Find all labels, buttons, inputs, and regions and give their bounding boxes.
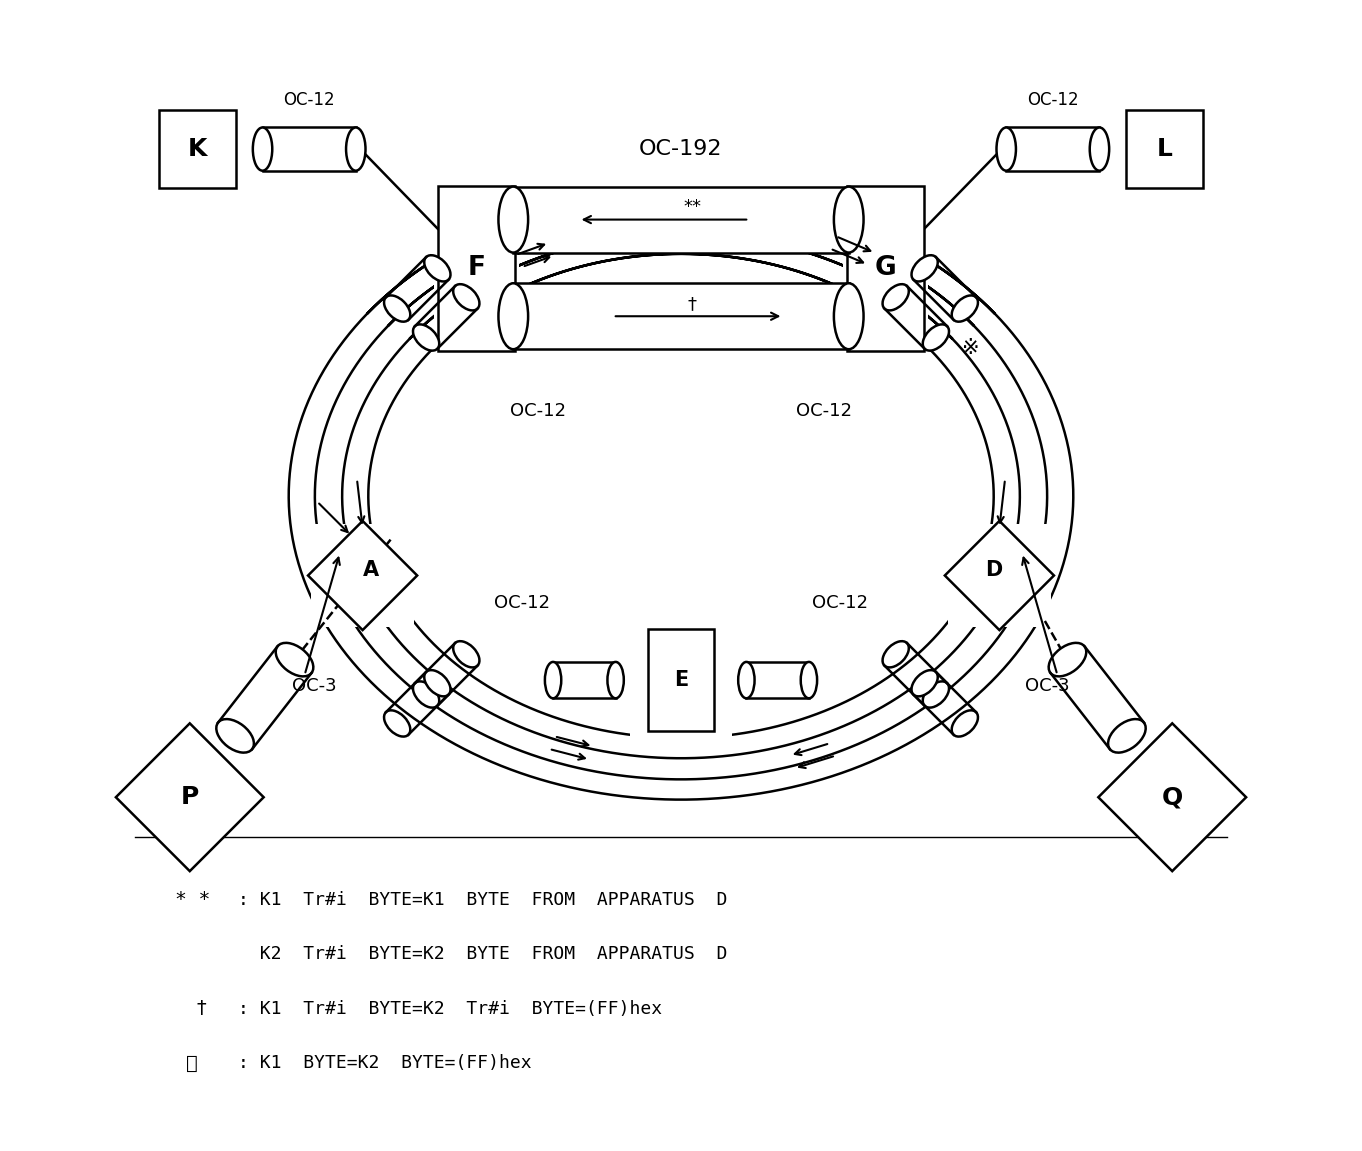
Ellipse shape bbox=[1049, 643, 1087, 677]
Ellipse shape bbox=[801, 662, 817, 699]
Ellipse shape bbox=[738, 662, 755, 699]
Ellipse shape bbox=[217, 719, 253, 753]
Bar bbox=[1007, 128, 1099, 170]
Text: OC-12: OC-12 bbox=[511, 402, 567, 420]
Text: : K1  Tr#i  BYTE=K1  BYTE  FROM  APPARATUS  D: : K1 Tr#i BYTE=K1 BYTE FROM APPARATUS D bbox=[237, 891, 727, 908]
Text: †: † bbox=[688, 295, 697, 313]
Ellipse shape bbox=[834, 283, 864, 349]
Text: Q: Q bbox=[1162, 785, 1182, 809]
Ellipse shape bbox=[607, 662, 624, 699]
Ellipse shape bbox=[413, 681, 439, 708]
Bar bbox=[513, 186, 849, 252]
Text: L: L bbox=[1156, 137, 1173, 161]
Bar bbox=[948, 525, 1050, 626]
Text: OC-3: OC-3 bbox=[291, 677, 336, 695]
Ellipse shape bbox=[923, 325, 949, 351]
Text: * *: * * bbox=[174, 890, 210, 909]
Text: G: G bbox=[874, 256, 896, 282]
Ellipse shape bbox=[454, 284, 479, 311]
Text: : K1  Tr#i  BYTE=K2  Tr#i  BYTE=(FF)hex: : K1 Tr#i BYTE=K2 Tr#i BYTE=(FF)hex bbox=[237, 1000, 662, 1017]
Text: OC-12: OC-12 bbox=[494, 594, 550, 612]
Ellipse shape bbox=[253, 128, 272, 170]
Ellipse shape bbox=[834, 186, 864, 252]
Text: A: A bbox=[362, 559, 379, 580]
Ellipse shape bbox=[883, 641, 908, 668]
Text: OC-12: OC-12 bbox=[1027, 91, 1079, 109]
Polygon shape bbox=[1098, 723, 1246, 871]
Bar bbox=[513, 283, 849, 349]
Text: **: ** bbox=[684, 198, 701, 216]
Text: OC-3: OC-3 bbox=[1026, 677, 1071, 695]
Bar bbox=[553, 662, 616, 699]
Bar bbox=[159, 110, 237, 188]
Bar bbox=[433, 181, 519, 357]
Ellipse shape bbox=[384, 710, 410, 737]
Ellipse shape bbox=[413, 325, 439, 351]
Bar bbox=[437, 186, 515, 351]
Ellipse shape bbox=[346, 128, 365, 170]
Bar bbox=[1125, 110, 1203, 188]
Ellipse shape bbox=[883, 284, 908, 311]
Ellipse shape bbox=[424, 670, 451, 696]
Bar bbox=[648, 628, 714, 731]
Bar bbox=[847, 186, 925, 351]
Text: P: P bbox=[181, 785, 199, 809]
Ellipse shape bbox=[923, 681, 949, 708]
Text: OC-12: OC-12 bbox=[812, 594, 868, 612]
Text: ※: ※ bbox=[187, 1054, 197, 1073]
Text: OC-12: OC-12 bbox=[795, 402, 851, 420]
Ellipse shape bbox=[952, 296, 978, 321]
Ellipse shape bbox=[1109, 719, 1145, 753]
Bar bbox=[263, 128, 355, 170]
Ellipse shape bbox=[911, 670, 938, 696]
Bar bbox=[746, 662, 809, 699]
Text: D: D bbox=[985, 559, 1002, 580]
Text: : K1  BYTE=K2  BYTE=(FF)hex: : K1 BYTE=K2 BYTE=(FF)hex bbox=[237, 1054, 531, 1073]
Text: OC-12: OC-12 bbox=[283, 91, 335, 109]
Ellipse shape bbox=[424, 256, 451, 282]
Ellipse shape bbox=[545, 662, 561, 699]
Ellipse shape bbox=[498, 186, 528, 252]
Bar bbox=[629, 612, 733, 748]
Ellipse shape bbox=[384, 296, 410, 321]
Text: F: F bbox=[467, 256, 485, 282]
Ellipse shape bbox=[911, 256, 938, 282]
Text: ※: ※ bbox=[962, 338, 979, 358]
Text: †: † bbox=[196, 999, 207, 1019]
Text: K2  Tr#i  BYTE=K2  BYTE  FROM  APPARATUS  D: K2 Tr#i BYTE=K2 BYTE FROM APPARATUS D bbox=[237, 945, 727, 963]
Polygon shape bbox=[116, 723, 264, 871]
Polygon shape bbox=[308, 521, 417, 630]
Ellipse shape bbox=[952, 710, 978, 737]
Ellipse shape bbox=[997, 128, 1016, 170]
Ellipse shape bbox=[275, 643, 313, 677]
Ellipse shape bbox=[454, 641, 479, 668]
Ellipse shape bbox=[1090, 128, 1109, 170]
Text: E: E bbox=[674, 670, 688, 691]
Text: OC-192: OC-192 bbox=[639, 139, 723, 159]
Polygon shape bbox=[945, 521, 1054, 630]
Text: K: K bbox=[188, 137, 207, 161]
Ellipse shape bbox=[498, 283, 528, 349]
Bar bbox=[843, 181, 929, 357]
Bar bbox=[312, 525, 414, 626]
